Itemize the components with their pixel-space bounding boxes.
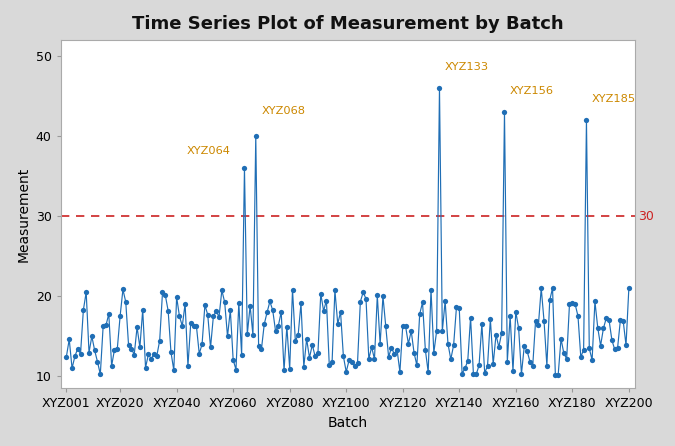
Text: XYZ185: XYZ185 [592, 94, 637, 104]
X-axis label: Batch: Batch [327, 416, 368, 429]
Text: XYZ068: XYZ068 [261, 106, 305, 116]
Text: 30: 30 [638, 210, 654, 223]
Title: Time Series Plot of Measurement by Batch: Time Series Plot of Measurement by Batch [132, 15, 564, 33]
Y-axis label: Measurement: Measurement [16, 166, 30, 262]
Text: XYZ064: XYZ064 [186, 146, 230, 156]
Text: XYZ133: XYZ133 [445, 62, 489, 72]
Text: XYZ156: XYZ156 [510, 86, 554, 96]
